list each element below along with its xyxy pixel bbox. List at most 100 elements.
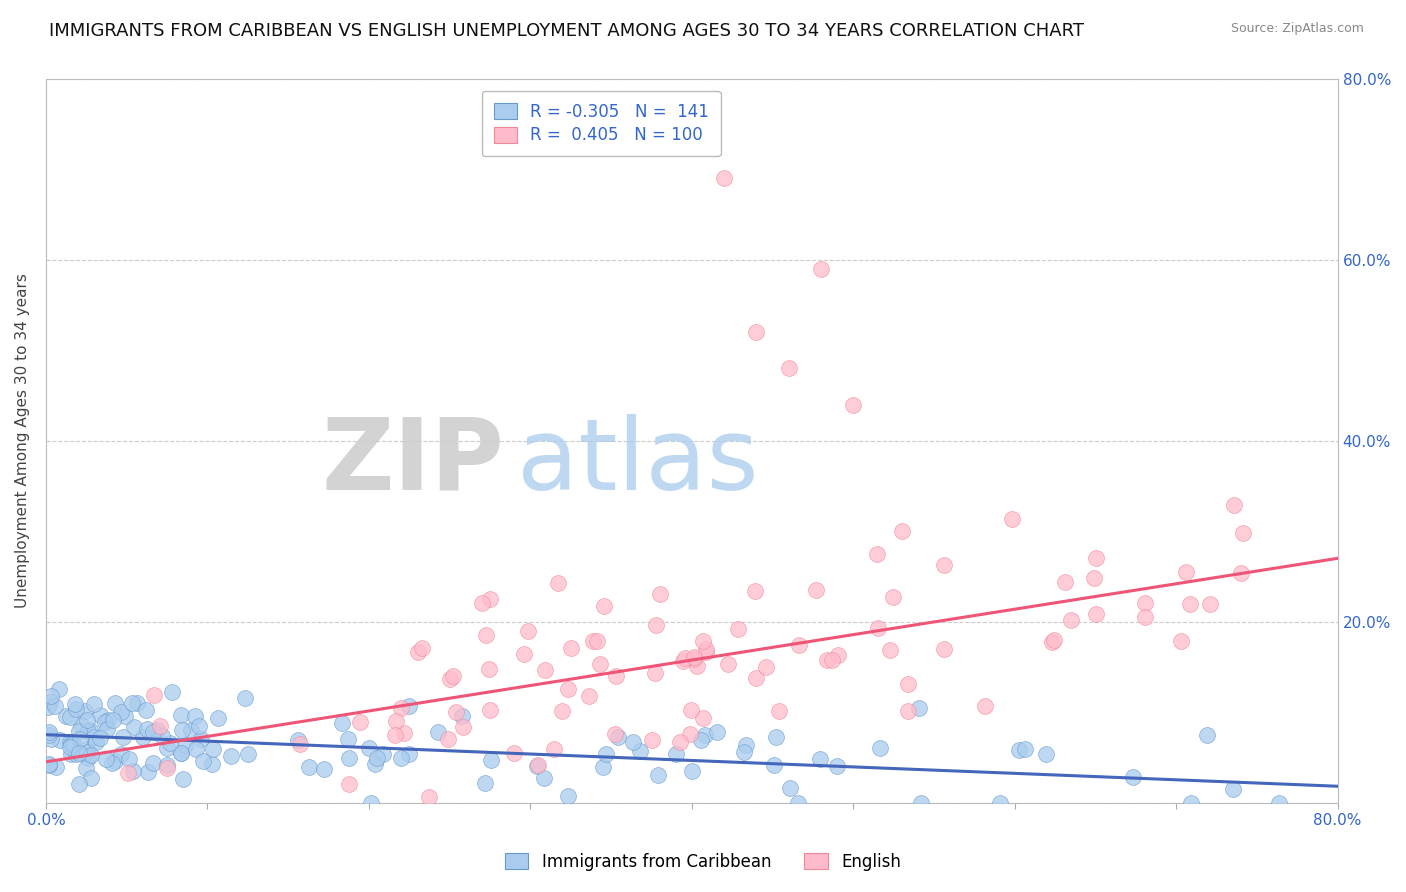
Point xyxy=(683,652,706,666)
Point xyxy=(156,761,179,775)
Point xyxy=(38,724,60,739)
Point xyxy=(474,776,496,790)
Point xyxy=(1232,526,1254,541)
Point xyxy=(59,709,82,723)
Point xyxy=(69,777,91,791)
Point xyxy=(810,261,832,276)
Point xyxy=(142,756,165,770)
Point xyxy=(101,714,124,728)
Point xyxy=(582,634,605,648)
Point xyxy=(1133,610,1156,624)
Point xyxy=(114,709,136,723)
Point xyxy=(160,685,183,699)
Point xyxy=(665,747,688,761)
Point xyxy=(744,671,766,685)
Point xyxy=(513,647,536,661)
Point xyxy=(808,752,831,766)
Point xyxy=(398,747,420,761)
Point xyxy=(1083,571,1105,585)
Point xyxy=(681,703,703,717)
Point xyxy=(389,751,412,765)
Point xyxy=(63,697,86,711)
Point xyxy=(69,732,91,747)
Text: Source: ZipAtlas.com: Source: ZipAtlas.com xyxy=(1230,22,1364,36)
Point xyxy=(815,653,838,667)
Point xyxy=(695,642,717,657)
Point xyxy=(804,582,827,597)
Point xyxy=(605,669,627,683)
Point xyxy=(882,591,904,605)
Point xyxy=(735,739,758,753)
Point xyxy=(201,742,224,756)
Point xyxy=(527,757,550,772)
Point xyxy=(673,650,696,665)
Point xyxy=(1001,512,1024,526)
Point xyxy=(150,729,173,743)
Point xyxy=(479,591,502,606)
Point xyxy=(104,696,127,710)
Point xyxy=(184,709,207,723)
Point xyxy=(551,704,574,718)
Point xyxy=(39,694,62,708)
Point xyxy=(170,723,193,737)
Point xyxy=(132,730,155,744)
Point xyxy=(668,734,690,748)
Point xyxy=(681,764,703,779)
Point xyxy=(713,171,735,186)
Point xyxy=(112,730,135,744)
Point xyxy=(122,764,145,778)
Point xyxy=(533,771,555,785)
Point xyxy=(48,681,70,696)
Point xyxy=(827,648,849,662)
Point xyxy=(593,599,616,614)
Point xyxy=(336,731,359,746)
Point xyxy=(1122,770,1144,784)
Point xyxy=(690,733,713,747)
Point xyxy=(142,724,165,739)
Legend: R = -0.305   N =  141, R =  0.405   N = 100: R = -0.305 N = 141, R = 0.405 N = 100 xyxy=(482,91,721,156)
Point xyxy=(191,754,214,768)
Point xyxy=(672,654,695,668)
Point xyxy=(1198,597,1220,611)
Point xyxy=(427,724,450,739)
Point xyxy=(83,697,105,711)
Point xyxy=(695,728,717,742)
Point xyxy=(607,730,630,744)
Point xyxy=(557,682,579,697)
Point xyxy=(55,709,77,723)
Point xyxy=(156,741,179,756)
Point xyxy=(418,789,440,804)
Point xyxy=(1180,796,1202,810)
Point xyxy=(1222,782,1244,797)
Point xyxy=(174,738,197,752)
Point xyxy=(988,796,1011,810)
Point xyxy=(868,622,890,636)
Point xyxy=(734,745,756,759)
Point xyxy=(411,641,433,656)
Point xyxy=(94,751,117,765)
Point xyxy=(101,756,124,770)
Point xyxy=(779,781,801,796)
Point xyxy=(517,624,540,639)
Point xyxy=(1175,565,1198,579)
Point xyxy=(70,717,93,731)
Point xyxy=(641,733,664,747)
Point xyxy=(37,700,59,714)
Point xyxy=(169,746,191,760)
Point xyxy=(371,747,394,761)
Point xyxy=(384,728,406,742)
Point xyxy=(65,747,87,761)
Point xyxy=(441,669,464,683)
Point xyxy=(359,740,381,755)
Point xyxy=(547,575,569,590)
Point xyxy=(104,755,127,769)
Point xyxy=(778,361,800,376)
Point xyxy=(337,751,360,765)
Point xyxy=(787,638,810,652)
Point xyxy=(526,759,548,773)
Point xyxy=(79,723,101,737)
Point xyxy=(621,735,644,749)
Point xyxy=(437,732,460,747)
Point xyxy=(679,727,702,741)
Point xyxy=(75,704,97,718)
